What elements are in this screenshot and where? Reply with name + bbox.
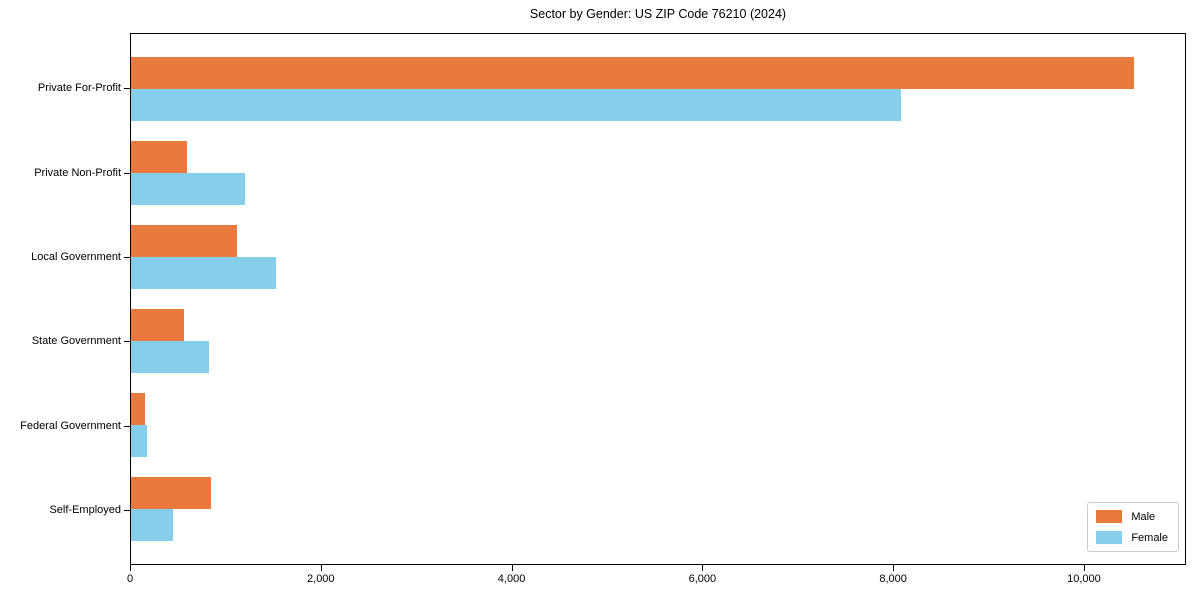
bar-group xyxy=(131,383,1185,467)
y-tick-label: Local Government xyxy=(31,250,121,263)
legend-swatch-male xyxy=(1096,510,1123,523)
plot-area: Male Female xyxy=(130,33,1186,565)
bar-male xyxy=(131,393,146,425)
x-tick-mark xyxy=(1083,565,1085,571)
bar-male xyxy=(131,309,185,341)
x-tick-mark xyxy=(893,565,895,571)
y-tick-label: Private Non-Profit xyxy=(34,166,121,179)
x-tick-mark xyxy=(702,565,704,571)
x-tick-label: 4,000 xyxy=(497,573,526,585)
bar-female xyxy=(131,425,148,457)
legend-label: Female xyxy=(1131,531,1168,544)
x-tick-label: 2,000 xyxy=(307,573,335,585)
bar-female xyxy=(131,341,210,373)
legend-label: Male xyxy=(1131,510,1156,523)
y-tick-mark xyxy=(124,425,130,427)
bar-male xyxy=(131,57,1134,89)
y-tick-mark xyxy=(124,172,130,174)
bar-group xyxy=(131,215,1185,299)
y-tick-label: State Government xyxy=(31,335,121,348)
x-tick-label: 6,000 xyxy=(688,573,717,585)
bar-male xyxy=(131,477,211,509)
y-tick-mark xyxy=(124,509,130,511)
x-tick-label: 0 xyxy=(126,573,134,585)
x-tick-mark xyxy=(320,565,322,571)
x-tick-label: 8,000 xyxy=(879,573,907,585)
legend-item-male: Male xyxy=(1096,510,1168,523)
bar-male xyxy=(131,225,237,257)
y-tick-label: Federal Government xyxy=(20,419,121,432)
bar-group xyxy=(131,47,1185,131)
y-tick-label: Self-Employed xyxy=(49,503,121,516)
bar-female xyxy=(131,257,276,289)
x-tick-label: 10,000 xyxy=(1067,573,1101,585)
bar-female xyxy=(131,89,902,121)
bar-group xyxy=(131,467,1185,551)
bar-group xyxy=(131,299,1185,383)
y-tick-mark xyxy=(124,88,130,90)
legend-swatch-female xyxy=(1096,531,1123,544)
bars-container xyxy=(131,34,1185,564)
legend: Male Female xyxy=(1087,502,1179,552)
bar-female xyxy=(131,173,246,205)
bar-group xyxy=(131,131,1185,215)
chart-title: Sector by Gender: US ZIP Code 76210 (202… xyxy=(529,7,787,21)
x-tick-mark xyxy=(511,565,513,571)
bar-male xyxy=(131,141,188,173)
bar-female xyxy=(131,509,173,541)
legend-item-female: Female xyxy=(1096,531,1168,544)
x-tick-mark xyxy=(130,565,131,571)
y-tick-mark xyxy=(124,341,130,343)
y-tick-mark xyxy=(124,256,130,258)
y-tick-label: Private For-Profit xyxy=(37,82,121,95)
